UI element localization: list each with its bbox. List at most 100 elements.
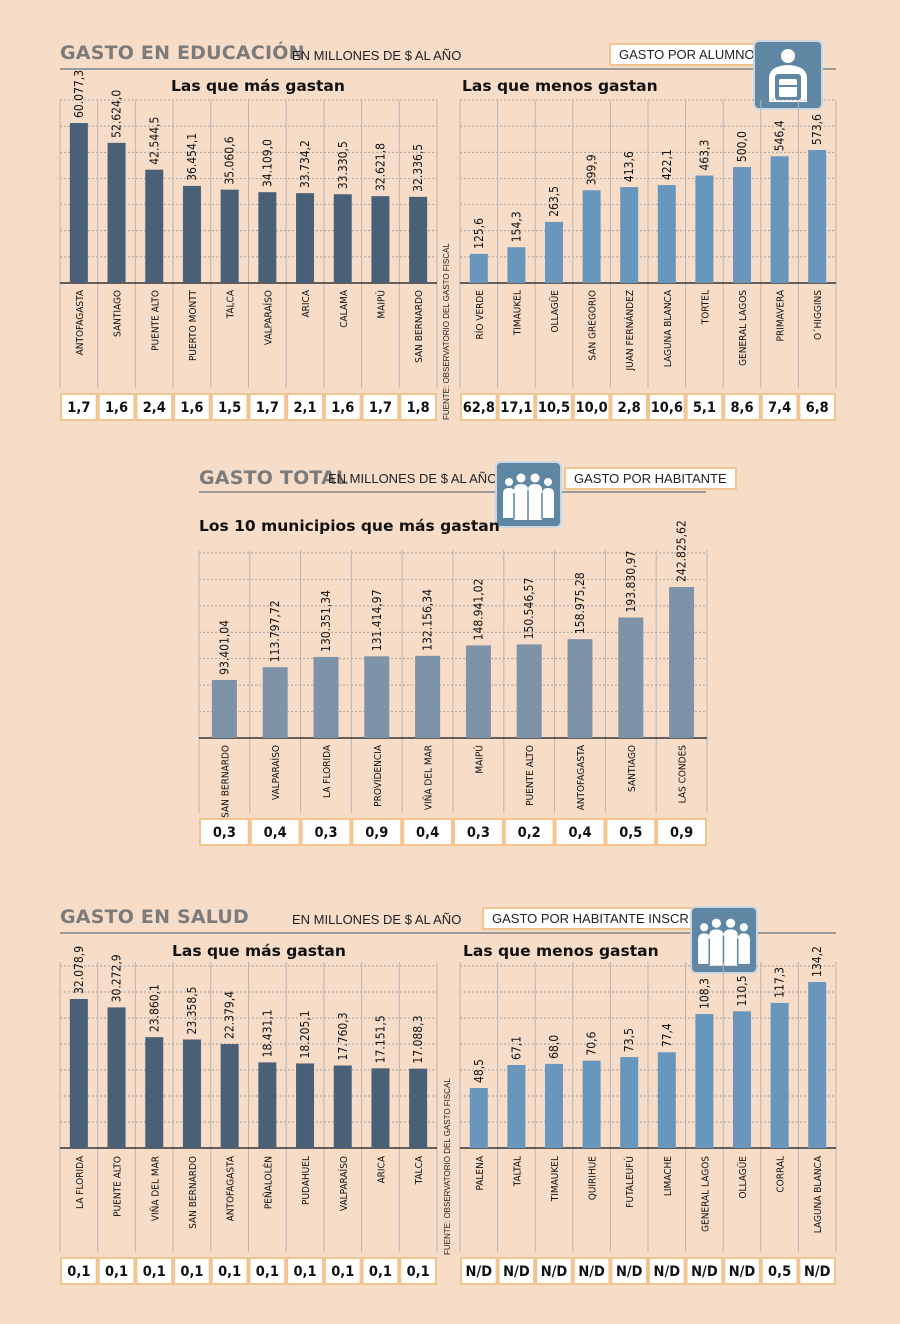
bar <box>258 1062 277 1148</box>
bar-value-label: 30.272,9 <box>110 954 124 1002</box>
per-unit-value: 17,1 <box>500 400 532 416</box>
health-unit-label: EN MILLONES DE $ AL AÑO <box>292 912 462 927</box>
category-label: MAIPÚ <box>374 290 387 319</box>
category-label: ANTOFAGASTA <box>75 289 86 355</box>
per-unit-value: N/D <box>654 1264 681 1280</box>
per-unit-value: N/D <box>466 1264 493 1280</box>
category-label: TALTAL <box>512 1156 523 1187</box>
per-unit-value: N/D <box>616 1264 643 1280</box>
people-group-icon <box>497 463 560 526</box>
category-label: QUIRIHUE <box>588 1156 599 1201</box>
category-label: OLLAGÜE <box>548 290 561 333</box>
education-section-title: GASTO EN EDUCACIÓN <box>60 42 305 64</box>
per-unit-cell <box>610 393 649 421</box>
bar-value-label: 110,5 <box>735 975 749 1006</box>
bar-value-label: 32.078,9 <box>72 946 86 994</box>
per-unit-value: 10,5 <box>538 400 570 416</box>
per-unit-value: 0,5 <box>768 1264 791 1280</box>
category-label: VALPARAÍSO <box>337 1156 350 1211</box>
bar-value-label: 23.860,1 <box>147 984 161 1032</box>
student-backpack-icon <box>755 42 821 108</box>
bar-value-label: 68,0 <box>547 1035 561 1059</box>
per-unit-value: N/D <box>541 1264 568 1280</box>
bar-value-label: 17.760,3 <box>336 1012 350 1060</box>
bar-value-label: 52.624,0 <box>110 90 124 138</box>
per-unit-cell <box>97 393 136 421</box>
per-unit-value: 0,1 <box>331 1264 354 1280</box>
bar <box>516 644 542 738</box>
education-title-rule <box>60 68 836 70</box>
category-label: PALENA <box>475 1155 486 1190</box>
health-bottom-subtitle: Las que menos gastan <box>463 942 659 960</box>
per-unit-cell <box>399 1257 437 1285</box>
bar <box>313 656 339 738</box>
bar-value-label: 33.330,5 <box>336 141 350 189</box>
per-unit-value: 0,3 <box>314 825 337 841</box>
per-unit-value: 0,1 <box>369 1264 392 1280</box>
bar-value-label: 18.431,1 <box>260 1009 274 1057</box>
bar <box>220 1044 239 1148</box>
bar-value-label: 77,4 <box>660 1023 674 1047</box>
per-unit-cell <box>286 1257 324 1285</box>
per-unit-value: 0,1 <box>407 1264 430 1280</box>
bar <box>469 253 488 283</box>
per-unit-cell <box>497 1257 536 1285</box>
per-unit-value: 0,1 <box>218 1264 241 1280</box>
per-unit-value: 0,9 <box>670 825 693 841</box>
category-label: VALPARAÍSO <box>261 290 274 345</box>
category-label: RÍO VERDE <box>473 290 486 340</box>
per-unit-value: 1,6 <box>105 400 128 416</box>
bar-value-label: 150.546,57 <box>522 578 536 640</box>
bar <box>333 194 352 283</box>
per-unit-cell <box>572 393 611 421</box>
per-unit-value: 0,1 <box>143 1264 166 1280</box>
bar <box>107 142 126 283</box>
bar <box>220 189 239 283</box>
bar-value-label: 399,9 <box>585 154 599 185</box>
per-unit-value: 1,6 <box>331 400 354 416</box>
per-unit-value: 1,7 <box>256 400 279 416</box>
total-section-title: GASTO TOTAL <box>199 467 349 489</box>
per-unit-cell <box>460 393 498 421</box>
per-unit-cell <box>723 1257 761 1285</box>
bar <box>695 1014 714 1148</box>
bar-value-label: 70,6 <box>585 1032 599 1056</box>
category-label: LIMACHE <box>663 1156 674 1196</box>
per-unit-value: 0,3 <box>213 825 236 841</box>
bar <box>567 639 593 738</box>
bar <box>415 655 441 738</box>
category-label: CORRAL <box>776 1156 787 1193</box>
bar-value-label: 125,6 <box>472 218 486 249</box>
category-label: TALCA <box>414 1155 425 1185</box>
bar <box>657 185 676 283</box>
per-unit-cell <box>798 393 837 421</box>
per-unit-cell <box>248 1257 287 1285</box>
bar <box>258 192 277 283</box>
health-source-note: FUENTE: OBSERVATORIO DEL GASTO FISCAL <box>443 1078 452 1255</box>
per-unit-cell <box>685 393 724 421</box>
bar-value-label: 131.414,97 <box>370 589 384 651</box>
category-label: LAS CONDES <box>678 745 689 804</box>
bar <box>296 1063 315 1148</box>
bar-value-label: 546,4 <box>773 120 787 151</box>
per-unit-cell <box>503 818 555 846</box>
bar-value-label: 263,5 <box>547 186 561 217</box>
category-label: MAIPÚ <box>472 745 485 774</box>
per-unit-cell <box>723 393 761 421</box>
category-label: LA FLORIDA <box>75 1155 86 1209</box>
bar-value-label: 48,5 <box>472 1059 486 1083</box>
bar-value-label: 242.825,62 <box>675 520 689 582</box>
bar-value-label: 113.797,72 <box>268 600 282 662</box>
per-unit-value: N/D <box>729 1264 756 1280</box>
per-unit-cell <box>210 1257 249 1285</box>
bar <box>770 1002 789 1148</box>
total-per-inhabitant-badge: GASTO POR HABITANTE <box>564 467 737 490</box>
per-unit-value: 1,8 <box>407 400 430 416</box>
per-unit-value: 0,1 <box>180 1264 203 1280</box>
category-label: FUTALEUFÚ <box>623 1156 636 1208</box>
per-unit-cell <box>173 393 211 421</box>
bar <box>182 185 201 283</box>
category-label: PUERTO MONTT <box>188 289 199 361</box>
